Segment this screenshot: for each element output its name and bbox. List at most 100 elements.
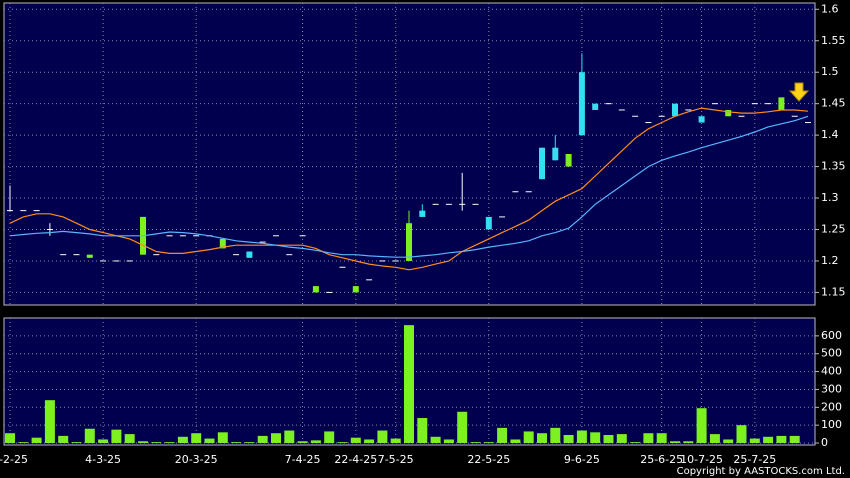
candle-body bbox=[246, 251, 253, 258]
y-tick-label: 1.35 bbox=[821, 160, 846, 173]
volume-bar bbox=[164, 442, 175, 444]
candle-body bbox=[419, 210, 426, 217]
volume-bar bbox=[523, 431, 534, 444]
y-tick-label: 200 bbox=[821, 400, 842, 413]
volume-bar bbox=[204, 438, 215, 444]
y-tick-label: 1.6 bbox=[821, 2, 839, 15]
volume-bar bbox=[191, 433, 202, 444]
volume-bar bbox=[404, 325, 414, 444]
copyright: Copyright by AASTOCKS.com Ltd. bbox=[677, 466, 845, 477]
volume-bar bbox=[603, 434, 614, 444]
candle-body bbox=[485, 216, 492, 230]
volume-bar bbox=[390, 438, 401, 444]
candle-body bbox=[552, 147, 559, 161]
volume-bar bbox=[683, 441, 694, 444]
x-tick-label: 20-3-25 bbox=[175, 453, 218, 466]
candle-body bbox=[86, 254, 93, 258]
volume-bar bbox=[656, 433, 667, 444]
volume-bar bbox=[709, 434, 720, 444]
volume-bar bbox=[630, 442, 641, 444]
volume-bar bbox=[417, 418, 428, 444]
x-tick-label: 7-5-25 bbox=[378, 453, 414, 466]
x-tick-label: 25-6-25 bbox=[640, 453, 683, 466]
volume-bar bbox=[310, 440, 321, 444]
volume-bar bbox=[590, 432, 601, 444]
candle-body bbox=[578, 72, 585, 136]
volume-bar bbox=[723, 439, 734, 444]
moving-average bbox=[9, 115, 809, 258]
y-tick-label: 1.3 bbox=[821, 191, 839, 204]
y-tick-label: 1.55 bbox=[821, 34, 846, 47]
candle-body bbox=[406, 223, 412, 261]
volume-bar bbox=[271, 433, 281, 444]
volume-bar bbox=[5, 433, 15, 444]
volume-bar bbox=[111, 429, 122, 444]
volume-bar bbox=[537, 433, 547, 444]
y-tick-label: 100 bbox=[821, 418, 842, 431]
volume-bar bbox=[377, 430, 388, 444]
volume-bar bbox=[257, 435, 268, 444]
y-tick-label: 0 bbox=[821, 436, 828, 449]
volume-bar bbox=[71, 442, 82, 444]
volume-bar bbox=[457, 411, 468, 444]
y-tick-label: 1.15 bbox=[821, 285, 846, 298]
candle-body bbox=[592, 103, 599, 110]
volume-bar bbox=[177, 436, 188, 444]
volume-bar bbox=[350, 437, 361, 444]
volume-bar bbox=[231, 442, 242, 444]
volume-bar bbox=[151, 442, 162, 444]
candle-body bbox=[219, 238, 226, 249]
volume-bar bbox=[576, 430, 587, 444]
volume-bar bbox=[284, 430, 295, 444]
y-tick-label: 1.25 bbox=[821, 223, 846, 236]
x-tick-label: 4-3-25 bbox=[85, 453, 121, 466]
volume-bar bbox=[217, 432, 228, 444]
volume-bar bbox=[670, 441, 680, 444]
candle-body bbox=[312, 286, 319, 293]
volume-bar bbox=[18, 442, 29, 444]
volume-bar bbox=[324, 431, 335, 444]
volume-bar bbox=[138, 441, 148, 444]
volume-bar bbox=[58, 435, 69, 444]
volume-bar bbox=[44, 400, 55, 444]
volume-bar bbox=[124, 434, 135, 444]
volume-bar bbox=[776, 435, 787, 444]
x-tick-label: 7-4-25 bbox=[285, 453, 321, 466]
y-tick-label: 500 bbox=[821, 347, 842, 360]
volume-bar bbox=[643, 433, 654, 444]
x-tick-label: 10-7-25 bbox=[680, 453, 723, 466]
volume-bar bbox=[510, 439, 521, 444]
candle-body bbox=[352, 286, 359, 293]
volume-bar bbox=[443, 439, 454, 444]
candle-body bbox=[698, 116, 705, 123]
moving-average bbox=[9, 107, 809, 271]
candle-body bbox=[539, 147, 545, 180]
y-tick-label: 400 bbox=[821, 365, 842, 378]
volume-bar bbox=[337, 442, 348, 444]
y-tick-label: 1.5 bbox=[821, 65, 839, 78]
candle-body bbox=[778, 97, 785, 110]
volume-bar bbox=[550, 427, 561, 444]
volume-bar bbox=[749, 438, 760, 444]
volume-bar bbox=[483, 442, 494, 444]
candle-body bbox=[725, 109, 732, 117]
volume-bar bbox=[763, 436, 774, 444]
y-tick-label: 600 bbox=[821, 329, 842, 342]
y-tick-label: 1.45 bbox=[821, 97, 846, 110]
volume-bar bbox=[563, 434, 574, 444]
volume-bar bbox=[244, 442, 255, 444]
volume-bar bbox=[470, 442, 481, 444]
y-tick-label: 1.4 bbox=[821, 128, 839, 141]
volume-bar bbox=[98, 439, 109, 444]
volume-bar bbox=[84, 428, 95, 444]
volume-bar bbox=[736, 425, 747, 444]
volume-bar bbox=[430, 436, 441, 444]
candle-body bbox=[672, 103, 678, 117]
volume-bar bbox=[297, 441, 308, 444]
x-tick-label: 9-6-25 bbox=[564, 453, 600, 466]
x-tick-label: 25-7-25 bbox=[733, 453, 776, 466]
x-tick-label: 22-4-25 bbox=[334, 453, 377, 466]
volume-bar bbox=[789, 435, 800, 444]
